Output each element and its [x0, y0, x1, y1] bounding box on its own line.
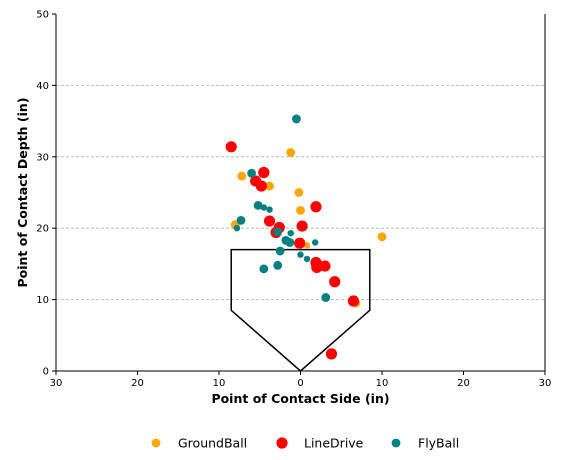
y-tick-label: 40: [36, 81, 49, 92]
data-points: [225, 114, 387, 360]
point-flyball: [233, 225, 241, 232]
legend-marker-flyball: [391, 438, 401, 448]
point-linedrive: [296, 220, 308, 232]
legend-label-flyball: FlyBall: [418, 436, 459, 451]
point-flyball: [236, 215, 246, 225]
point-groundball: [265, 181, 274, 191]
point-flyball: [311, 239, 319, 246]
point-linedrive: [310, 201, 322, 213]
point-groundball: [296, 205, 305, 215]
point-groundball: [303, 242, 311, 249]
y-axis-label: Point of Contact Depth (in): [15, 97, 30, 287]
legend-marker-linedrive: [276, 437, 288, 449]
point-flyball: [253, 200, 263, 210]
point-flyball: [273, 260, 283, 270]
point-flyball: [292, 114, 301, 124]
y-tick-label: 10: [36, 295, 49, 306]
x-tick-label: 30: [50, 378, 63, 389]
point-flyball: [321, 293, 331, 302]
y-tick-label: 0: [43, 367, 49, 378]
point-flyball: [297, 251, 304, 258]
y-tick-label: 20: [36, 224, 49, 235]
point-linedrive: [255, 180, 267, 192]
home-plate-outline: [230, 248, 371, 372]
point-linedrive: [325, 348, 338, 360]
x-axis-label: Point of Contact Side (in): [211, 391, 389, 406]
point-flyball: [303, 255, 311, 263]
point-linedrive: [329, 276, 341, 288]
legend-marker-groundball: [151, 438, 161, 448]
point-flyball: [285, 238, 295, 247]
point-linedrive: [347, 295, 360, 307]
point-flyball: [259, 264, 269, 274]
point-linedrive: [319, 260, 331, 272]
x-tick-label: 10: [376, 378, 389, 389]
point-flyball: [247, 168, 256, 178]
legend-label-groundball: GroundBall: [178, 436, 247, 451]
y-tick-label: 30: [36, 152, 49, 163]
point-groundball: [294, 188, 304, 197]
point-flyball: [260, 204, 268, 211]
y-tick-label: 50: [36, 10, 49, 21]
x-tick-label: 30: [539, 378, 552, 389]
point-flyball: [266, 206, 273, 213]
point-flyball: [287, 229, 294, 237]
home-plate: [230, 248, 371, 372]
point-groundball: [377, 232, 387, 242]
legend: GroundBall LineDrive FlyBall: [151, 436, 459, 451]
grid-lines: [56, 85, 545, 301]
legend-label-linedrive: LineDrive: [304, 436, 364, 451]
point-linedrive: [258, 166, 270, 179]
point-flyball: [275, 246, 285, 256]
point-linedrive: [294, 237, 306, 249]
x-tick-label: 20: [131, 378, 144, 389]
x-tick-label: 20: [457, 378, 470, 389]
point-groundball: [237, 171, 247, 181]
x-tick-label: 0: [297, 378, 303, 389]
point-linedrive: [225, 141, 237, 153]
point-linedrive: [263, 215, 276, 227]
point-flyball: [273, 227, 283, 237]
x-tick-label: 10: [213, 378, 226, 389]
point-groundball: [286, 148, 296, 157]
